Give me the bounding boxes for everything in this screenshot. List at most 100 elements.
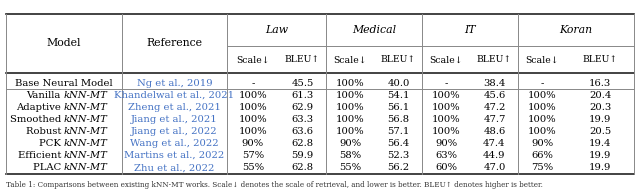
Text: 100%: 100% [239, 91, 267, 100]
Text: Scale↓: Scale↓ [525, 55, 559, 64]
Text: 47.0: 47.0 [483, 163, 506, 172]
Text: PLAC: PLAC [33, 163, 64, 172]
Text: BLEU↑: BLEU↑ [381, 55, 416, 64]
Text: 62.8: 62.8 [291, 163, 314, 172]
Text: 100%: 100% [336, 79, 365, 88]
Text: BLEU↑: BLEU↑ [285, 55, 320, 64]
Text: 19.4: 19.4 [589, 139, 611, 148]
Text: BLEU↑: BLEU↑ [582, 55, 618, 64]
Text: Koran: Koran [559, 25, 593, 35]
Text: 52.3: 52.3 [387, 151, 410, 160]
Text: 100%: 100% [432, 127, 461, 136]
Text: Law: Law [266, 25, 288, 35]
Text: 62.9: 62.9 [291, 103, 314, 112]
Text: 20.4: 20.4 [589, 91, 611, 100]
Text: 61.3: 61.3 [291, 91, 314, 100]
Text: Robust: Robust [26, 127, 64, 136]
Text: Jiang et al., 2021: Jiang et al., 2021 [131, 115, 218, 124]
Text: Base Neural Model: Base Neural Model [15, 79, 113, 88]
Text: 56.4: 56.4 [387, 139, 410, 148]
Text: 38.4: 38.4 [483, 79, 506, 88]
Text: kNN-MT: kNN-MT [64, 103, 108, 112]
Text: kNN-MT: kNN-MT [64, 139, 108, 148]
Text: Zhu et al., 2022: Zhu et al., 2022 [134, 163, 214, 172]
Text: 47.7: 47.7 [483, 115, 506, 124]
Text: 90%: 90% [531, 139, 554, 148]
Text: Table 1: Comparisons between existing kNN-MT works. Scale↓ denotes the scale of : Table 1: Comparisons between existing kN… [6, 181, 543, 189]
Text: -: - [251, 79, 255, 88]
Text: Vanilla: Vanilla [26, 91, 64, 100]
Text: Jiang et al., 2022: Jiang et al., 2022 [131, 127, 218, 136]
Text: 100%: 100% [336, 115, 365, 124]
Text: 63%: 63% [435, 151, 458, 160]
Text: kNN-MT: kNN-MT [64, 91, 108, 100]
Text: 44.9: 44.9 [483, 151, 506, 160]
Text: Scale↓: Scale↓ [236, 55, 269, 64]
Text: 100%: 100% [336, 127, 365, 136]
Text: Zheng et al., 2021: Zheng et al., 2021 [128, 103, 221, 112]
Text: 75%: 75% [531, 163, 554, 172]
Text: 57%: 57% [242, 151, 264, 160]
Text: 90%: 90% [339, 139, 362, 148]
Text: 100%: 100% [432, 103, 461, 112]
Text: kNN-MT: kNN-MT [64, 127, 108, 136]
Text: 47.2: 47.2 [483, 103, 506, 112]
Text: 16.3: 16.3 [589, 79, 611, 88]
Text: Medical: Medical [353, 25, 396, 35]
Text: -: - [445, 79, 448, 88]
Text: Wang et al., 2022: Wang et al., 2022 [130, 139, 219, 148]
Text: 90%: 90% [242, 139, 264, 148]
Text: 56.2: 56.2 [387, 163, 410, 172]
Text: Reference: Reference [147, 38, 202, 48]
Text: PCK: PCK [39, 139, 64, 148]
Text: 56.8: 56.8 [387, 115, 410, 124]
Text: 100%: 100% [432, 115, 461, 124]
Text: 60%: 60% [435, 163, 458, 172]
Text: Model: Model [47, 38, 81, 48]
Text: 40.0: 40.0 [387, 79, 410, 88]
Text: 100%: 100% [528, 103, 557, 112]
Text: Ng et al., 2019: Ng et al., 2019 [136, 79, 212, 88]
Text: 58%: 58% [339, 151, 362, 160]
Text: 100%: 100% [336, 103, 365, 112]
Text: Khandelwal et al., 2021: Khandelwal et al., 2021 [115, 91, 234, 100]
Text: IT: IT [465, 25, 476, 35]
Text: Smoothed: Smoothed [10, 115, 64, 124]
Text: 56.1: 56.1 [387, 103, 410, 112]
Text: BLEU↑: BLEU↑ [477, 55, 512, 64]
Text: 19.9: 19.9 [589, 151, 611, 160]
Text: 57.1: 57.1 [387, 127, 410, 136]
Text: 100%: 100% [239, 127, 267, 136]
Text: 55%: 55% [339, 163, 362, 172]
Text: Adaptive: Adaptive [16, 103, 64, 112]
Text: 62.8: 62.8 [291, 139, 314, 148]
Text: 47.4: 47.4 [483, 139, 506, 148]
Text: 100%: 100% [528, 91, 557, 100]
Text: 100%: 100% [528, 115, 557, 124]
Text: Efficient: Efficient [17, 151, 64, 160]
Text: 100%: 100% [528, 127, 557, 136]
Text: kNN-MT: kNN-MT [64, 151, 108, 160]
Text: kNN-MT: kNN-MT [64, 115, 108, 124]
Text: 63.6: 63.6 [291, 127, 314, 136]
Text: -: - [541, 79, 544, 88]
Text: 19.9: 19.9 [589, 163, 611, 172]
Text: 90%: 90% [435, 139, 458, 148]
Text: 66%: 66% [531, 151, 554, 160]
Text: 20.5: 20.5 [589, 127, 611, 136]
Text: 19.9: 19.9 [589, 115, 611, 124]
Text: 20.3: 20.3 [589, 103, 611, 112]
Text: 100%: 100% [336, 91, 365, 100]
Text: 54.1: 54.1 [387, 91, 410, 100]
Text: 59.9: 59.9 [291, 151, 314, 160]
Text: Martins et al., 2022: Martins et al., 2022 [124, 151, 225, 160]
Text: 100%: 100% [239, 103, 267, 112]
Text: 48.6: 48.6 [483, 127, 506, 136]
Text: 55%: 55% [242, 163, 264, 172]
Text: 100%: 100% [239, 115, 267, 124]
Text: Scale↓: Scale↓ [429, 55, 463, 64]
Text: 45.6: 45.6 [483, 91, 506, 100]
Text: 100%: 100% [432, 91, 461, 100]
Text: kNN-MT: kNN-MT [64, 163, 108, 172]
Text: 45.5: 45.5 [291, 79, 314, 88]
